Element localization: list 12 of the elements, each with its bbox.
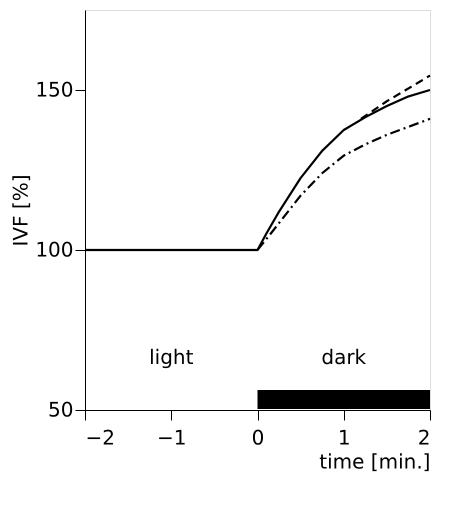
y-tick-label: 150: [35, 78, 74, 102]
x-tick-label: 2: [418, 426, 430, 450]
y-axis-title: IVF [%]: [8, 174, 32, 247]
x-tick-label: 0: [252, 426, 264, 450]
x-tick-label: −1: [157, 426, 186, 450]
band-label: dark: [321, 345, 367, 369]
x-tick-label: 1: [338, 426, 351, 450]
y-tick-label: 50: [48, 398, 74, 422]
y-tick-label: 100: [35, 238, 74, 262]
annotation: light: [149, 345, 194, 369]
x-axis-title: time [min.]: [319, 450, 430, 474]
x-tick-label: −2: [86, 426, 115, 450]
